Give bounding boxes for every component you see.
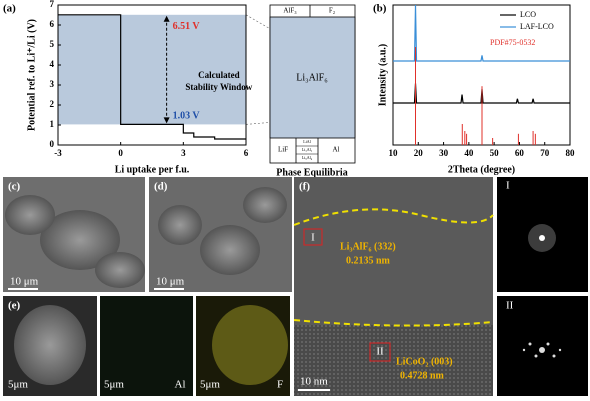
image-c: (c) 10 μm	[3, 177, 145, 292]
y-tick-label: 0	[50, 139, 55, 149]
panel-label: (f)	[299, 181, 310, 193]
legend-label: LAF-LCO	[520, 22, 554, 31]
plot-frame	[57, 4, 247, 146]
phase-label: F₂	[329, 7, 336, 15]
spacing-annotation: 0.2135 nm	[346, 255, 391, 266]
stability-band	[58, 14, 246, 125]
panel-label: (a)	[3, 3, 16, 15]
arrow-head	[163, 15, 170, 22]
panel-label: (b)	[373, 3, 387, 15]
region-label: I	[311, 232, 315, 244]
x-axis-label: 2Theta (degree)	[448, 164, 515, 175]
phase-label: AlF₃	[283, 7, 297, 15]
panel-label: (c)	[8, 181, 21, 193]
x-tick-label: 20	[414, 148, 424, 158]
x-axis-label: Li uptake per f.u.	[115, 164, 190, 175]
guide-line	[245, 122, 271, 125]
phase-label: LiAl	[303, 139, 311, 144]
phase-box: AlF₃ F₂ Li₃AlF₆ LiF LiAl Li₃Al₂ Li₉Al₄ A…	[269, 4, 356, 178]
panel-label: (e)	[8, 300, 21, 312]
x-tick-label: 10	[389, 148, 399, 158]
phase-label: LiF	[278, 146, 288, 154]
data-line	[393, 83, 570, 104]
legend-label: LCO	[520, 10, 536, 19]
y-tick-label: 3	[50, 79, 55, 89]
x-tick-label: 3	[181, 148, 186, 158]
image-f: (f) I II Li₃AlF₆ (332) 0.2135 nm LiCoO₂ …	[293, 177, 494, 396]
y-axis-label: Intensity (a.u.)	[377, 44, 388, 107]
value-annotation: 6.51 V	[173, 21, 201, 32]
guide-line	[245, 14, 271, 30]
x-tick-label: 60	[515, 148, 525, 158]
x-tick-label: 70	[540, 148, 550, 158]
window-label: Calculated	[198, 70, 240, 80]
fft-images: I II	[497, 177, 588, 396]
window-label: Stability Window	[185, 82, 252, 92]
fft-label: I	[506, 180, 510, 192]
data-line	[393, 4, 570, 62]
spacing-annotation: 0.4728 nm	[400, 370, 445, 381]
x-tick-label: 80	[566, 148, 576, 158]
y-tick-label: 1	[50, 119, 55, 129]
data-line	[58, 14, 246, 140]
arrow-head	[163, 117, 170, 124]
scale-bar: 10 μm	[156, 276, 185, 288]
region-label: II	[376, 346, 384, 358]
value-annotation: 1.03 V	[173, 111, 201, 122]
phase-label: Al	[333, 146, 340, 154]
y-tick-label: 5	[50, 39, 55, 49]
x-tick-label: 50	[490, 148, 500, 158]
x-tick-label: 30	[439, 148, 449, 158]
phase-label: Li₉Al₄	[302, 155, 313, 160]
image-d: (d) 10 μm	[149, 177, 292, 292]
y-tick-label: 6	[50, 19, 55, 29]
image-e: (e) 5μm 5μm 5μm Al F	[3, 296, 290, 396]
x-tick-label: 40	[464, 148, 474, 158]
scale-bar: 5μm	[104, 379, 124, 391]
x-tick-label: 6	[244, 148, 249, 158]
y-tick-label: 4	[50, 59, 55, 69]
legend-label: PDF#75-0532	[490, 38, 535, 47]
phase-label: Li₃Al₂	[302, 147, 313, 152]
phase-annotation: Li₃AlF₆ (332)	[340, 241, 396, 252]
phase-label: Li₃AlF₆	[296, 72, 328, 83]
scale-bar: 5μm	[8, 379, 28, 391]
element-label: Al	[175, 379, 186, 391]
fft-label: II	[506, 300, 514, 312]
element-label: F	[277, 379, 283, 391]
y-tick-label: 2	[50, 99, 55, 109]
scale-bar: 10 μm	[10, 276, 39, 288]
phase-annotation: LiCoO₂ (003)	[396, 356, 453, 367]
plot-frame	[392, 4, 571, 146]
scale-bar: 10 nm	[300, 376, 328, 388]
phase-title: Phase Equilibria	[276, 167, 347, 178]
scale-bar: 5μm	[200, 379, 220, 391]
y-tick-label: 7	[50, 0, 55, 9]
x-tick-label: -3	[54, 148, 62, 158]
y-axis-label: Potential ref. to Li⁺/Li (V)	[26, 19, 37, 131]
x-tick-label: 0	[118, 148, 123, 158]
panel-label: (d)	[154, 181, 168, 193]
